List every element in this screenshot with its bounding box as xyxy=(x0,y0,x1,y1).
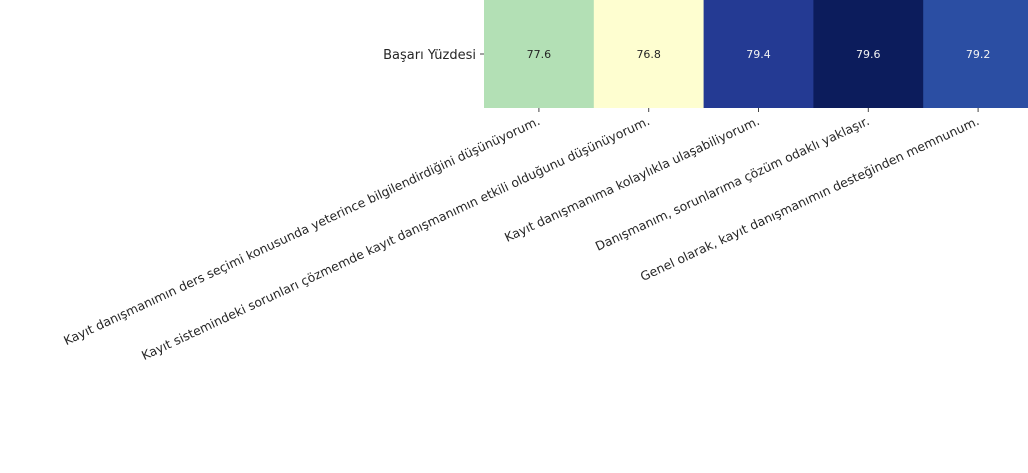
heatmap-cell xyxy=(923,0,1028,108)
cell-value-label: 79.4 xyxy=(746,48,771,61)
column-label: Kayıt danışmanımın ders seçimi konusunda… xyxy=(61,113,542,348)
row-label: Başarı Yüzdesi xyxy=(383,48,476,63)
heatmap-cell xyxy=(703,0,814,108)
heatmap-cell xyxy=(813,0,924,108)
column-label: Kayıt sistemindeki sorunları çözmemde ka… xyxy=(139,113,652,363)
cell-value-label: 77.6 xyxy=(527,48,552,61)
cell-value-label: 79.6 xyxy=(856,48,881,61)
cell-value-label: 76.8 xyxy=(636,48,661,61)
heatmap-cell xyxy=(484,0,595,108)
heatmap-cell xyxy=(593,0,705,108)
cell-value-label: 79.2 xyxy=(966,48,991,61)
